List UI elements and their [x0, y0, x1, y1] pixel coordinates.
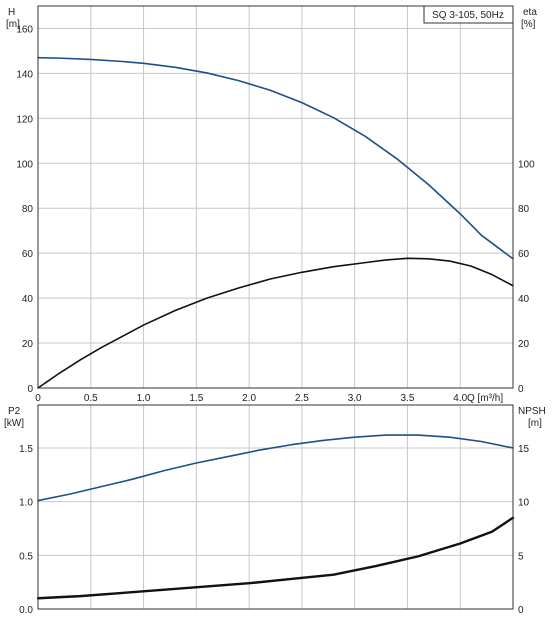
bottom-right-tick-label: 0 [518, 605, 524, 616]
chart-title-box [423, 5, 514, 24]
top-series-h-line [37, 56, 514, 260]
bottom-series-group [36, 434, 515, 600]
top-plot-frame [37, 5, 514, 389]
top-left-tick-label: 140 [16, 69, 33, 80]
x-tick-label: 0.5 [84, 393, 98, 404]
npsh-axis-label: NPSH [518, 406, 546, 417]
bottom-plot-frame [37, 404, 514, 610]
top-left-tick-label: 40 [22, 294, 34, 305]
p2-axis-label: P2 [8, 406, 21, 417]
h-axis-unit: [m] [6, 19, 20, 30]
x-tick-label: 0 [35, 393, 41, 404]
eta-axis-unit: [%] [521, 19, 536, 30]
x-tick-label: 3.0 [348, 393, 362, 404]
top-right-tick-label: 100 [518, 159, 535, 170]
x-tick-label: 1.0 [137, 393, 151, 404]
eta-axis-label: eta [523, 7, 537, 18]
top-right-tick-label: 20 [518, 339, 530, 350]
bottom-left-tick-label: 1.0 [19, 498, 33, 509]
q-axis-label: Q [m³/h] [467, 393, 503, 404]
top-series-group [37, 56, 514, 389]
bottom-left-tick-label: 1.5 [19, 444, 33, 455]
bottom-right-tick-label: 15 [518, 444, 530, 455]
top-left-tick-label: 80 [22, 204, 34, 215]
top-gridlines [38, 6, 513, 388]
bottom-gridlines [38, 405, 513, 609]
x-tick-label: 1.5 [189, 393, 203, 404]
npsh-axis-unit: [m] [528, 418, 542, 429]
top-right-tick-label: 40 [518, 294, 530, 305]
x-tick-label: 2.0 [242, 393, 256, 404]
top-left-tick-label: 100 [16, 159, 33, 170]
top-right-tick-label: 80 [518, 204, 530, 215]
x-tick-label: 2.5 [295, 393, 309, 404]
bottom-left-tick-label: 0.0 [19, 605, 33, 616]
top-plot-area [38, 6, 513, 388]
top-left-tick-label: 60 [22, 249, 34, 260]
p2-axis-unit: [kW] [4, 418, 24, 429]
top-right-tick-label: 0 [518, 384, 524, 395]
top-left-tick-label: 160 [16, 24, 33, 35]
bottom-right-tick-label: 5 [518, 551, 524, 562]
bottom-series-p2-npsh-line [36, 516, 515, 600]
x-tick-label: 3.5 [400, 393, 414, 404]
top-right-tick-label: 60 [518, 249, 530, 260]
bottom-panel: 0.0 0.5 1.0 1.5 0 5 10 15 P2 [kW] NPSH [m] [4, 404, 546, 616]
bottom-plot-area [38, 405, 513, 609]
top-series-eta-line [37, 257, 514, 389]
top-panel: 0 20 40 60 80 100 120 140 160 0 20 40 60 80 100 0 0.5 1.0… [6, 5, 537, 404]
h-axis-label: H [8, 7, 15, 18]
bottom-tick-labels: 0.0 0.5 1.0 1.5 0 5 10 15 [19, 444, 529, 616]
top-left-tick-label: 0 [27, 384, 33, 395]
bottom-right-tick-label: 10 [518, 498, 530, 509]
bottom-series-p2-line [37, 434, 514, 502]
x-tick-label: 4.0 [453, 393, 467, 404]
chart-title: SQ 3-105, 50Hz [432, 10, 504, 21]
top-left-tick-label: 120 [16, 114, 33, 125]
top-tick-labels: 0 20 40 60 80 100 120 140 160 0 20 40 60 80 100 0 0.5 1.0… [16, 24, 535, 404]
bottom-left-tick-label: 0.5 [19, 551, 33, 562]
top-left-tick-label: 20 [22, 339, 34, 350]
